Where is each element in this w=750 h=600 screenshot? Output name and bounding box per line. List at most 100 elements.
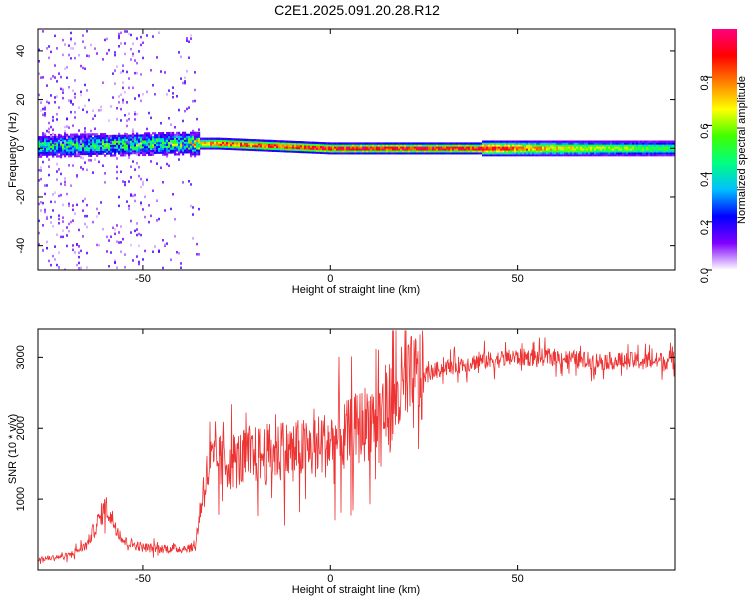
spectrogram-cell [520, 148, 523, 151]
spectrogram-cell [90, 135, 93, 138]
spectrogram-cell [432, 150, 435, 153]
spectrogram-noise-cell [180, 262, 182, 265]
spectrogram-noise-cell [86, 266, 88, 269]
spectrogram-cell [252, 148, 255, 152]
spectrogram-cell [454, 144, 457, 147]
spectrogram-noise-cell [52, 209, 54, 212]
spectrogram-cell [46, 143, 49, 147]
spectrogram-cell [604, 154, 607, 157]
spectrogram-cell [332, 146, 335, 149]
spectrogram-cell [192, 139, 195, 142]
spectrogram-noise-cell [146, 127, 148, 131]
spectrogram-cell [274, 140, 277, 143]
spectrogram-cell [62, 145, 65, 148]
spectrogram-noise-cell [72, 204, 74, 207]
spectrogram-cell [418, 144, 421, 147]
spectrogram-cell [472, 144, 475, 147]
spectrogram-cell [136, 138, 139, 141]
spectrogram-cell [614, 142, 617, 145]
spectrogram-noise-cell [62, 220, 64, 223]
spectrogram-cell [638, 154, 641, 157]
spectrogram-cell [572, 144, 575, 147]
spectrogram-cell [420, 152, 423, 155]
spectrogram-cell [338, 142, 341, 145]
spectrogram-cell [616, 152, 619, 155]
spectrogram-cell [432, 148, 435, 151]
spectrogram-cell [550, 154, 553, 157]
spectrogram-cell [350, 150, 353, 153]
spectrogram-cell [546, 144, 549, 147]
spectrogram-cell [328, 146, 331, 149]
spectrogram-cell [232, 138, 235, 141]
spectrogram-cell [164, 149, 167, 152]
spectrogram-noise-cell [140, 201, 142, 204]
spectrogram-noise-cell [116, 177, 118, 180]
spectrogram-cell [190, 145, 193, 148]
spectrogram-cell [214, 145, 217, 148]
spectrogram-cell [68, 137, 71, 140]
spectrogram-cell [198, 151, 201, 154]
spectrogram-cell [460, 142, 463, 145]
spectrogram-noise-cell [78, 261, 80, 265]
spectrogram-cell [462, 150, 465, 153]
spectrogram-noise-cell [128, 156, 130, 159]
spectrogram-cell [124, 150, 127, 153]
spectrogram-cell [560, 146, 563, 149]
spectrogram-noise-cell [88, 54, 90, 58]
spectrogram-cell [408, 146, 411, 149]
spectrogram-cell [330, 144, 333, 147]
spectrogram-cell [656, 150, 659, 153]
spectrogram-noise-cell [112, 96, 114, 99]
spectrogram-cell [618, 152, 621, 155]
spectrogram-cell [538, 140, 541, 143]
spectrogram-cell [634, 140, 637, 143]
spectrogram-cell [276, 149, 279, 153]
spectrogram-cell [320, 149, 323, 153]
spectrogram-cell [522, 142, 525, 145]
spectrogram-cell [266, 143, 269, 146]
spectrogram-cell [82, 147, 85, 150]
spectrogram-cell [498, 146, 501, 149]
spectrogram-cell [530, 152, 533, 155]
spectrogram-cell [204, 143, 207, 146]
spectrogram-cell [238, 142, 241, 145]
spectrogram-noise-cell [162, 181, 164, 184]
spectrogram-cell [302, 145, 305, 148]
spectrogram-cell [540, 152, 543, 155]
spectrogram-cell [144, 134, 147, 137]
spectrogram-cell [86, 141, 89, 144]
spectrogram-cell [634, 144, 637, 147]
spectrogram-cell [120, 142, 123, 145]
spectrogram-cell [598, 140, 601, 143]
spectrogram-cell [630, 140, 633, 143]
spectrogram-cell [136, 146, 139, 149]
spectrogram-cell [220, 139, 223, 142]
spectrogram-cell [250, 142, 253, 146]
spectrogram-noise-cell [42, 160, 44, 164]
colorbar-tick-label: 0.8 [699, 75, 711, 90]
spectrogram-noise-cell [166, 155, 168, 158]
spectrogram-cell [366, 146, 369, 149]
spectrogram-cell [566, 152, 569, 155]
spectrogram-noise-cell [64, 132, 66, 135]
spectrogram-cell [170, 139, 173, 142]
spectrogram-cell [280, 146, 283, 149]
spectrogram-cell [544, 150, 547, 153]
spectrogram-cell [464, 150, 467, 153]
spectrogram-cell [196, 133, 199, 136]
spectrogram-cell [636, 144, 639, 147]
spectrogram-cell [246, 148, 249, 151]
spectrogram-noise-cell [124, 52, 126, 56]
spectrogram-cell [112, 140, 115, 143]
spectrogram-cell [536, 148, 539, 151]
spectrogram-noise-cell [64, 43, 66, 46]
spectrogram-noise-cell [62, 91, 64, 94]
spectrogram-cell [348, 148, 351, 151]
spectrogram-cell [394, 152, 397, 155]
spectrogram-cell [178, 153, 181, 156]
spectrogram-cell [488, 152, 491, 155]
spectrogram-cell [212, 137, 215, 140]
spectrogram-noise-cell [148, 220, 150, 224]
spectrogram-cell [558, 152, 561, 155]
spectrogram-cell [578, 142, 581, 145]
